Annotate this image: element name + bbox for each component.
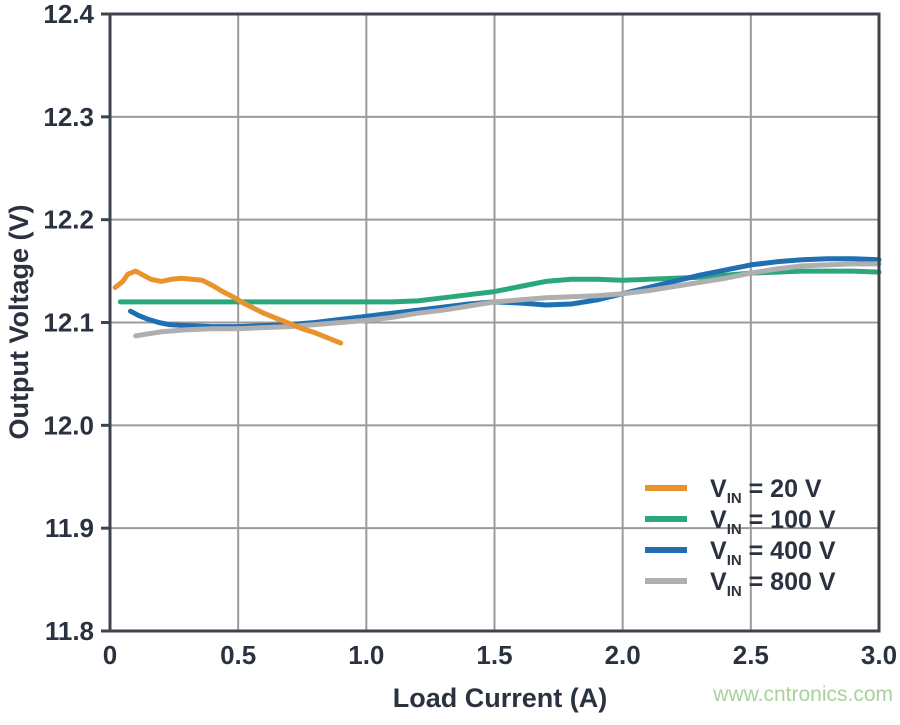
x-tick-label: 0.5 [220, 640, 256, 670]
legend-item: VIN = 100 V [645, 506, 836, 538]
y-axis-title: Output Voltage (V) [4, 205, 34, 440]
x-tick-label: 0 [103, 640, 117, 670]
legend-item: VIN = 800 V [645, 568, 836, 600]
legend-item: VIN = 400 V [645, 537, 836, 569]
y-tick-label: 12.2 [43, 205, 94, 235]
x-tick-label: 2.0 [605, 640, 641, 670]
x-axis-tick-labels: 0 0.5 1.0 1.5 2.0 2.5 3.0 [103, 640, 897, 670]
series-line-vin800v [133, 261, 882, 339]
legend-item: VIN = 20 V [645, 475, 822, 507]
legend-label: VIN = 20 V [710, 475, 822, 507]
series-line-vin20v [112, 268, 344, 346]
legend-label: VIN = 800 V [710, 568, 836, 600]
x-tick-label: 2.5 [733, 640, 769, 670]
gridlines [110, 14, 879, 631]
x-tick-label: 3.0 [861, 640, 897, 670]
y-tick-label: 11.8 [45, 616, 94, 646]
y-axis-ticks: 11.8 11.9 12.0 12.1 12.2 12.3 12.4 [43, 0, 110, 646]
series-line-vin100v [117, 268, 882, 305]
y-tick-label: 12.3 [43, 102, 94, 132]
watermark: www.cntronics.com [712, 683, 893, 706]
legend-label: VIN = 400 V [710, 537, 836, 569]
y-tick-label: 12.4 [43, 0, 94, 29]
y-tick-label: 11.9 [45, 513, 94, 543]
y-tick-label: 12.0 [43, 410, 94, 440]
data-series [112, 256, 882, 346]
legend-label: VIN = 100 V [710, 506, 836, 538]
x-tick-label: 1.5 [476, 640, 512, 670]
y-tick-label: 12.1 [43, 308, 94, 338]
x-axis-title: Load Current (A) [393, 683, 607, 713]
x-tick-label: 1.0 [348, 640, 384, 670]
